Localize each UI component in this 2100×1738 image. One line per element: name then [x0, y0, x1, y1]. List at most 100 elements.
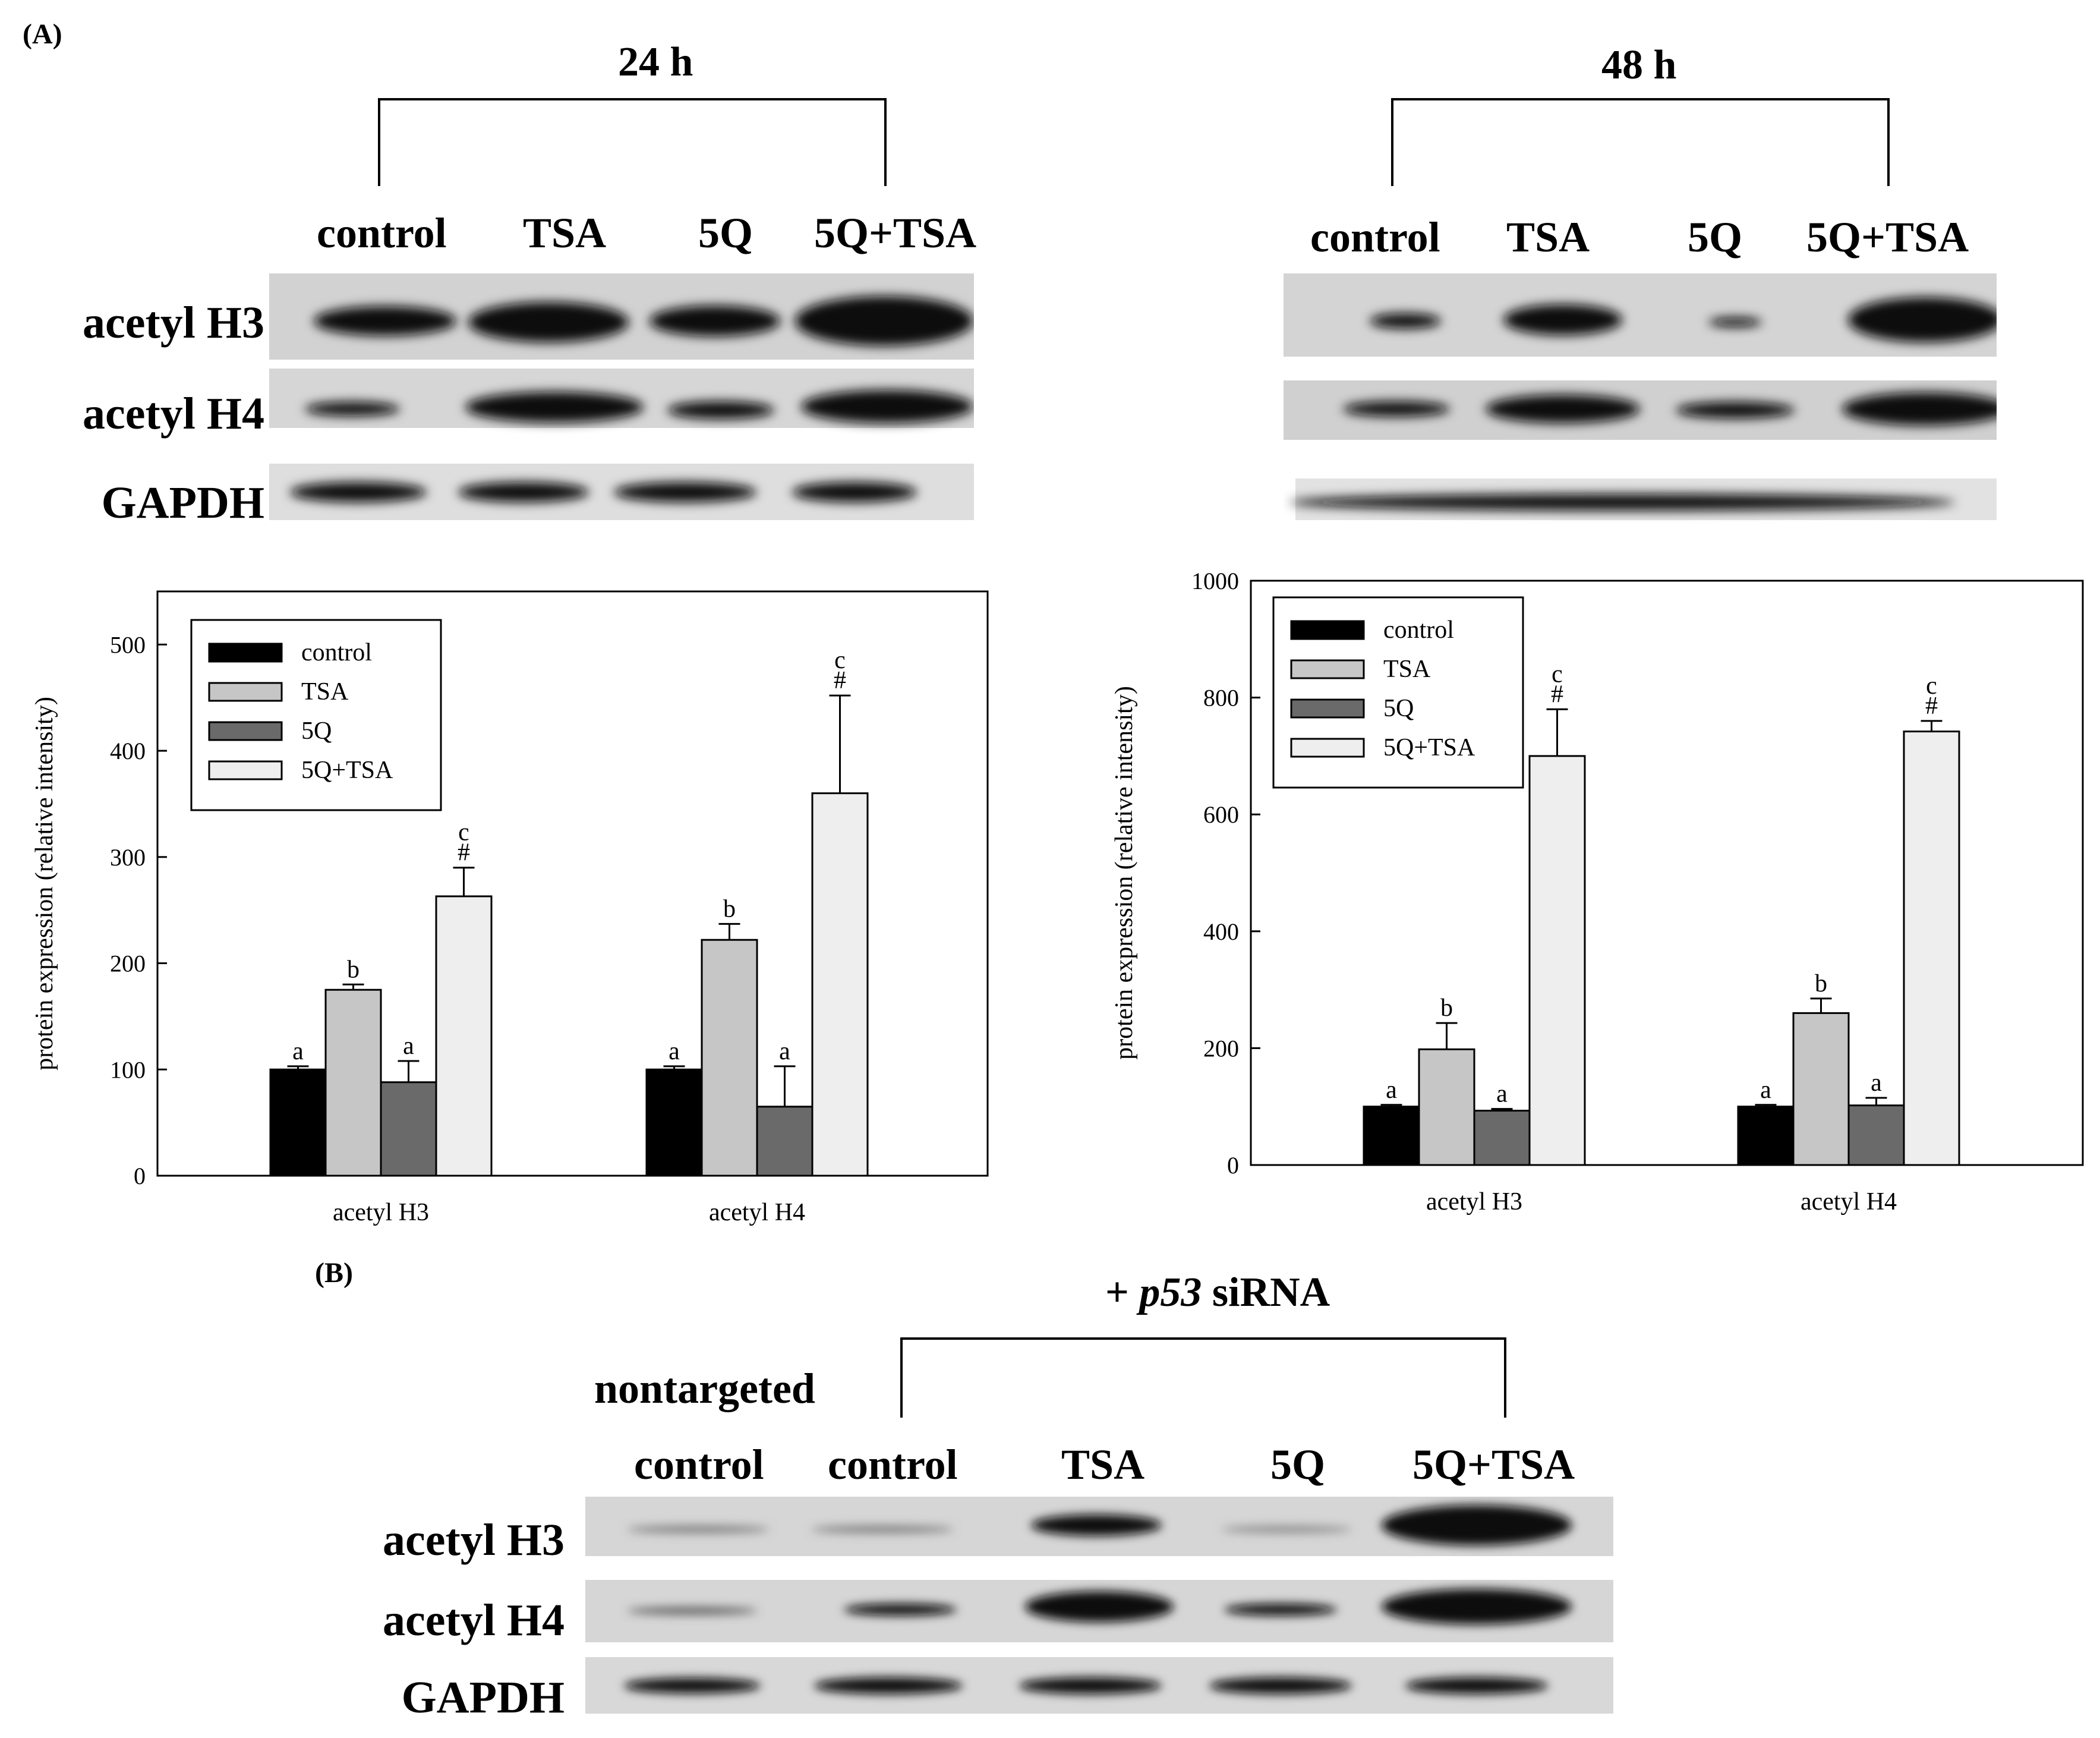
- lane-label: TSA: [1061, 1441, 1145, 1488]
- significance-label: c: [458, 819, 469, 846]
- x-category-label: acetyl H4: [709, 1199, 805, 1226]
- lane-label: control: [634, 1441, 764, 1488]
- nontargeted-label: nontargeted: [594, 1365, 815, 1412]
- x-category-label: acetyl H3: [333, 1199, 429, 1226]
- bracket-sirna: [900, 1337, 1506, 1418]
- x-category-label: acetyl H4: [1801, 1188, 1897, 1216]
- bar: [435, 895, 493, 1177]
- significance-label: a: [1760, 1076, 1771, 1104]
- row-label-acetyl-h4: acetyl H4: [382, 1595, 565, 1645]
- sirna-title: + p53 siRNA: [1105, 1270, 1330, 1315]
- significance-label: a: [669, 1038, 680, 1065]
- bar: [1363, 1106, 1420, 1166]
- row-label-gapdh: GAPDH: [401, 1673, 565, 1723]
- panel-b-label: (B): [315, 1257, 353, 1289]
- significance-label: a: [1496, 1081, 1508, 1108]
- significance-label: #: [1551, 681, 1563, 708]
- lane-label: 5Q: [1688, 213, 1743, 261]
- y-tick-label: 800: [1203, 685, 1239, 711]
- bar: [1903, 731, 1960, 1166]
- bar: [1473, 1110, 1531, 1166]
- bar: [1737, 1106, 1795, 1166]
- legend-swatch: [208, 643, 283, 663]
- legend-swatch: [1290, 659, 1365, 679]
- significance-label: a: [403, 1032, 414, 1060]
- significance-label: b: [723, 895, 736, 922]
- legend-label: control: [301, 639, 372, 666]
- lane-label: control: [1310, 213, 1440, 261]
- time-label-24h: 24 h: [618, 39, 693, 85]
- western-blot-sirna: [585, 1497, 1613, 1714]
- time-label-48h: 48 h: [1601, 42, 1677, 88]
- significance-label: a: [779, 1038, 790, 1065]
- row-label-acetyl-h3: acetyl H3: [382, 1515, 565, 1565]
- bar: [324, 988, 382, 1177]
- y-tick-label: 400: [110, 738, 146, 764]
- significance-label: #: [458, 839, 470, 867]
- significance-label: c: [1926, 672, 1937, 700]
- bar: [645, 1068, 703, 1177]
- significance-label: b: [1815, 970, 1827, 997]
- legend-swatch: [208, 682, 283, 702]
- row-label-gapdh: GAPDH: [101, 478, 264, 528]
- lane-label: 5Q: [698, 209, 753, 257]
- bar: [1418, 1048, 1475, 1166]
- panel-a-label: (A): [23, 18, 62, 50]
- bar: [1847, 1104, 1905, 1166]
- legend-label: control: [1383, 616, 1454, 644]
- bracket-48h: [1391, 98, 1890, 186]
- significance-label: c: [1552, 660, 1563, 688]
- significance-label: #: [834, 667, 846, 694]
- bar: [811, 792, 869, 1177]
- bar: [1792, 1012, 1850, 1166]
- y-tick-label: 1000: [1191, 568, 1239, 594]
- legend-label: 5Q: [1383, 695, 1414, 722]
- lane-label: control: [828, 1441, 958, 1488]
- significance-label: #: [1925, 692, 1938, 720]
- y-tick-label: 500: [110, 631, 146, 658]
- legend-label: 5Q+TSA: [1383, 734, 1475, 761]
- legend-label: 5Q: [301, 717, 332, 745]
- legend-swatch: [208, 760, 283, 780]
- significance-label: b: [1440, 994, 1453, 1022]
- legend-swatch: [208, 721, 283, 741]
- significance-label: a: [1386, 1076, 1397, 1104]
- row-label-acetyl-h3: acetyl H3: [82, 298, 264, 348]
- row-label-acetyl-h4: acetyl H4: [82, 389, 264, 439]
- western-blot-24h: [269, 273, 974, 520]
- significance-label: b: [347, 956, 360, 983]
- plot-frame: [156, 590, 989, 1177]
- y-tick-label: 200: [1203, 1035, 1239, 1062]
- bar: [756, 1106, 813, 1177]
- lane-label: 5Q+TSA: [1806, 213, 1969, 261]
- y-tick-label: 0: [134, 1163, 146, 1189]
- lane-label: 5Q+TSA: [814, 209, 977, 257]
- legend-label: TSA: [1383, 656, 1431, 683]
- y-tick-label: 600: [1203, 801, 1239, 828]
- legend-label: TSA: [301, 678, 349, 706]
- lane-label: TSA: [523, 209, 607, 257]
- legend-swatch: [1290, 620, 1365, 640]
- bar: [380, 1081, 437, 1177]
- gene-name: p53: [1139, 1270, 1202, 1315]
- y-tick-label: 200: [110, 950, 146, 977]
- y-tick-label: 300: [110, 844, 146, 871]
- x-category-label: acetyl H3: [1426, 1188, 1522, 1216]
- y-tick-label: 0: [1227, 1152, 1239, 1179]
- significance-label: a: [292, 1038, 304, 1065]
- y-axis-label: protein expression (relative intensity): [31, 697, 58, 1070]
- legend-swatch: [1290, 738, 1365, 758]
- significance-label: c: [834, 647, 846, 674]
- y-tick-label: 100: [110, 1056, 146, 1083]
- bar: [1528, 755, 1586, 1166]
- plot-frame: [1250, 580, 2084, 1166]
- bracket-24h: [378, 98, 887, 186]
- lane-label: 5Q: [1270, 1441, 1326, 1488]
- legend-label: 5Q+TSA: [301, 757, 393, 784]
- legend-swatch: [1290, 698, 1365, 719]
- y-axis-label: protein expression (relative intensity): [1111, 686, 1138, 1060]
- lane-label: TSA: [1506, 213, 1590, 261]
- western-blot-48h: [1284, 273, 1997, 520]
- bar: [701, 939, 758, 1177]
